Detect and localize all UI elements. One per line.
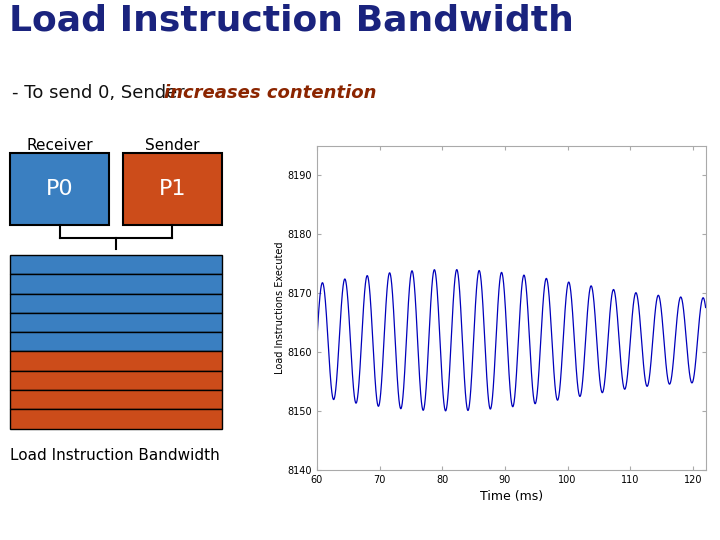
Bar — [122, 153, 222, 225]
Bar — [10, 390, 222, 409]
Bar — [10, 332, 222, 352]
Bar — [10, 294, 222, 313]
Bar — [10, 255, 222, 274]
Text: P1: P1 — [158, 179, 186, 199]
Text: P0: P0 — [46, 179, 73, 199]
Bar — [10, 274, 222, 294]
Bar — [10, 153, 109, 225]
Text: Load Instruction Bandwidth: Load Instruction Bandwidth — [10, 448, 220, 463]
X-axis label: Time (ms): Time (ms) — [480, 490, 543, 503]
Text: Receiver: Receiver — [27, 138, 93, 153]
Text: - To send 0, Sender: - To send 0, Sender — [12, 84, 191, 102]
Bar — [10, 371, 222, 390]
Text: Sender: Sender — [145, 138, 199, 153]
Text: Load Instruction Bandwidth: Load Instruction Bandwidth — [9, 4, 575, 38]
Bar — [10, 409, 222, 429]
Bar — [10, 352, 222, 371]
Y-axis label: Load Instructions Executed: Load Instructions Executed — [274, 241, 284, 374]
Bar — [10, 313, 222, 332]
Text: increases contention: increases contention — [164, 84, 377, 102]
